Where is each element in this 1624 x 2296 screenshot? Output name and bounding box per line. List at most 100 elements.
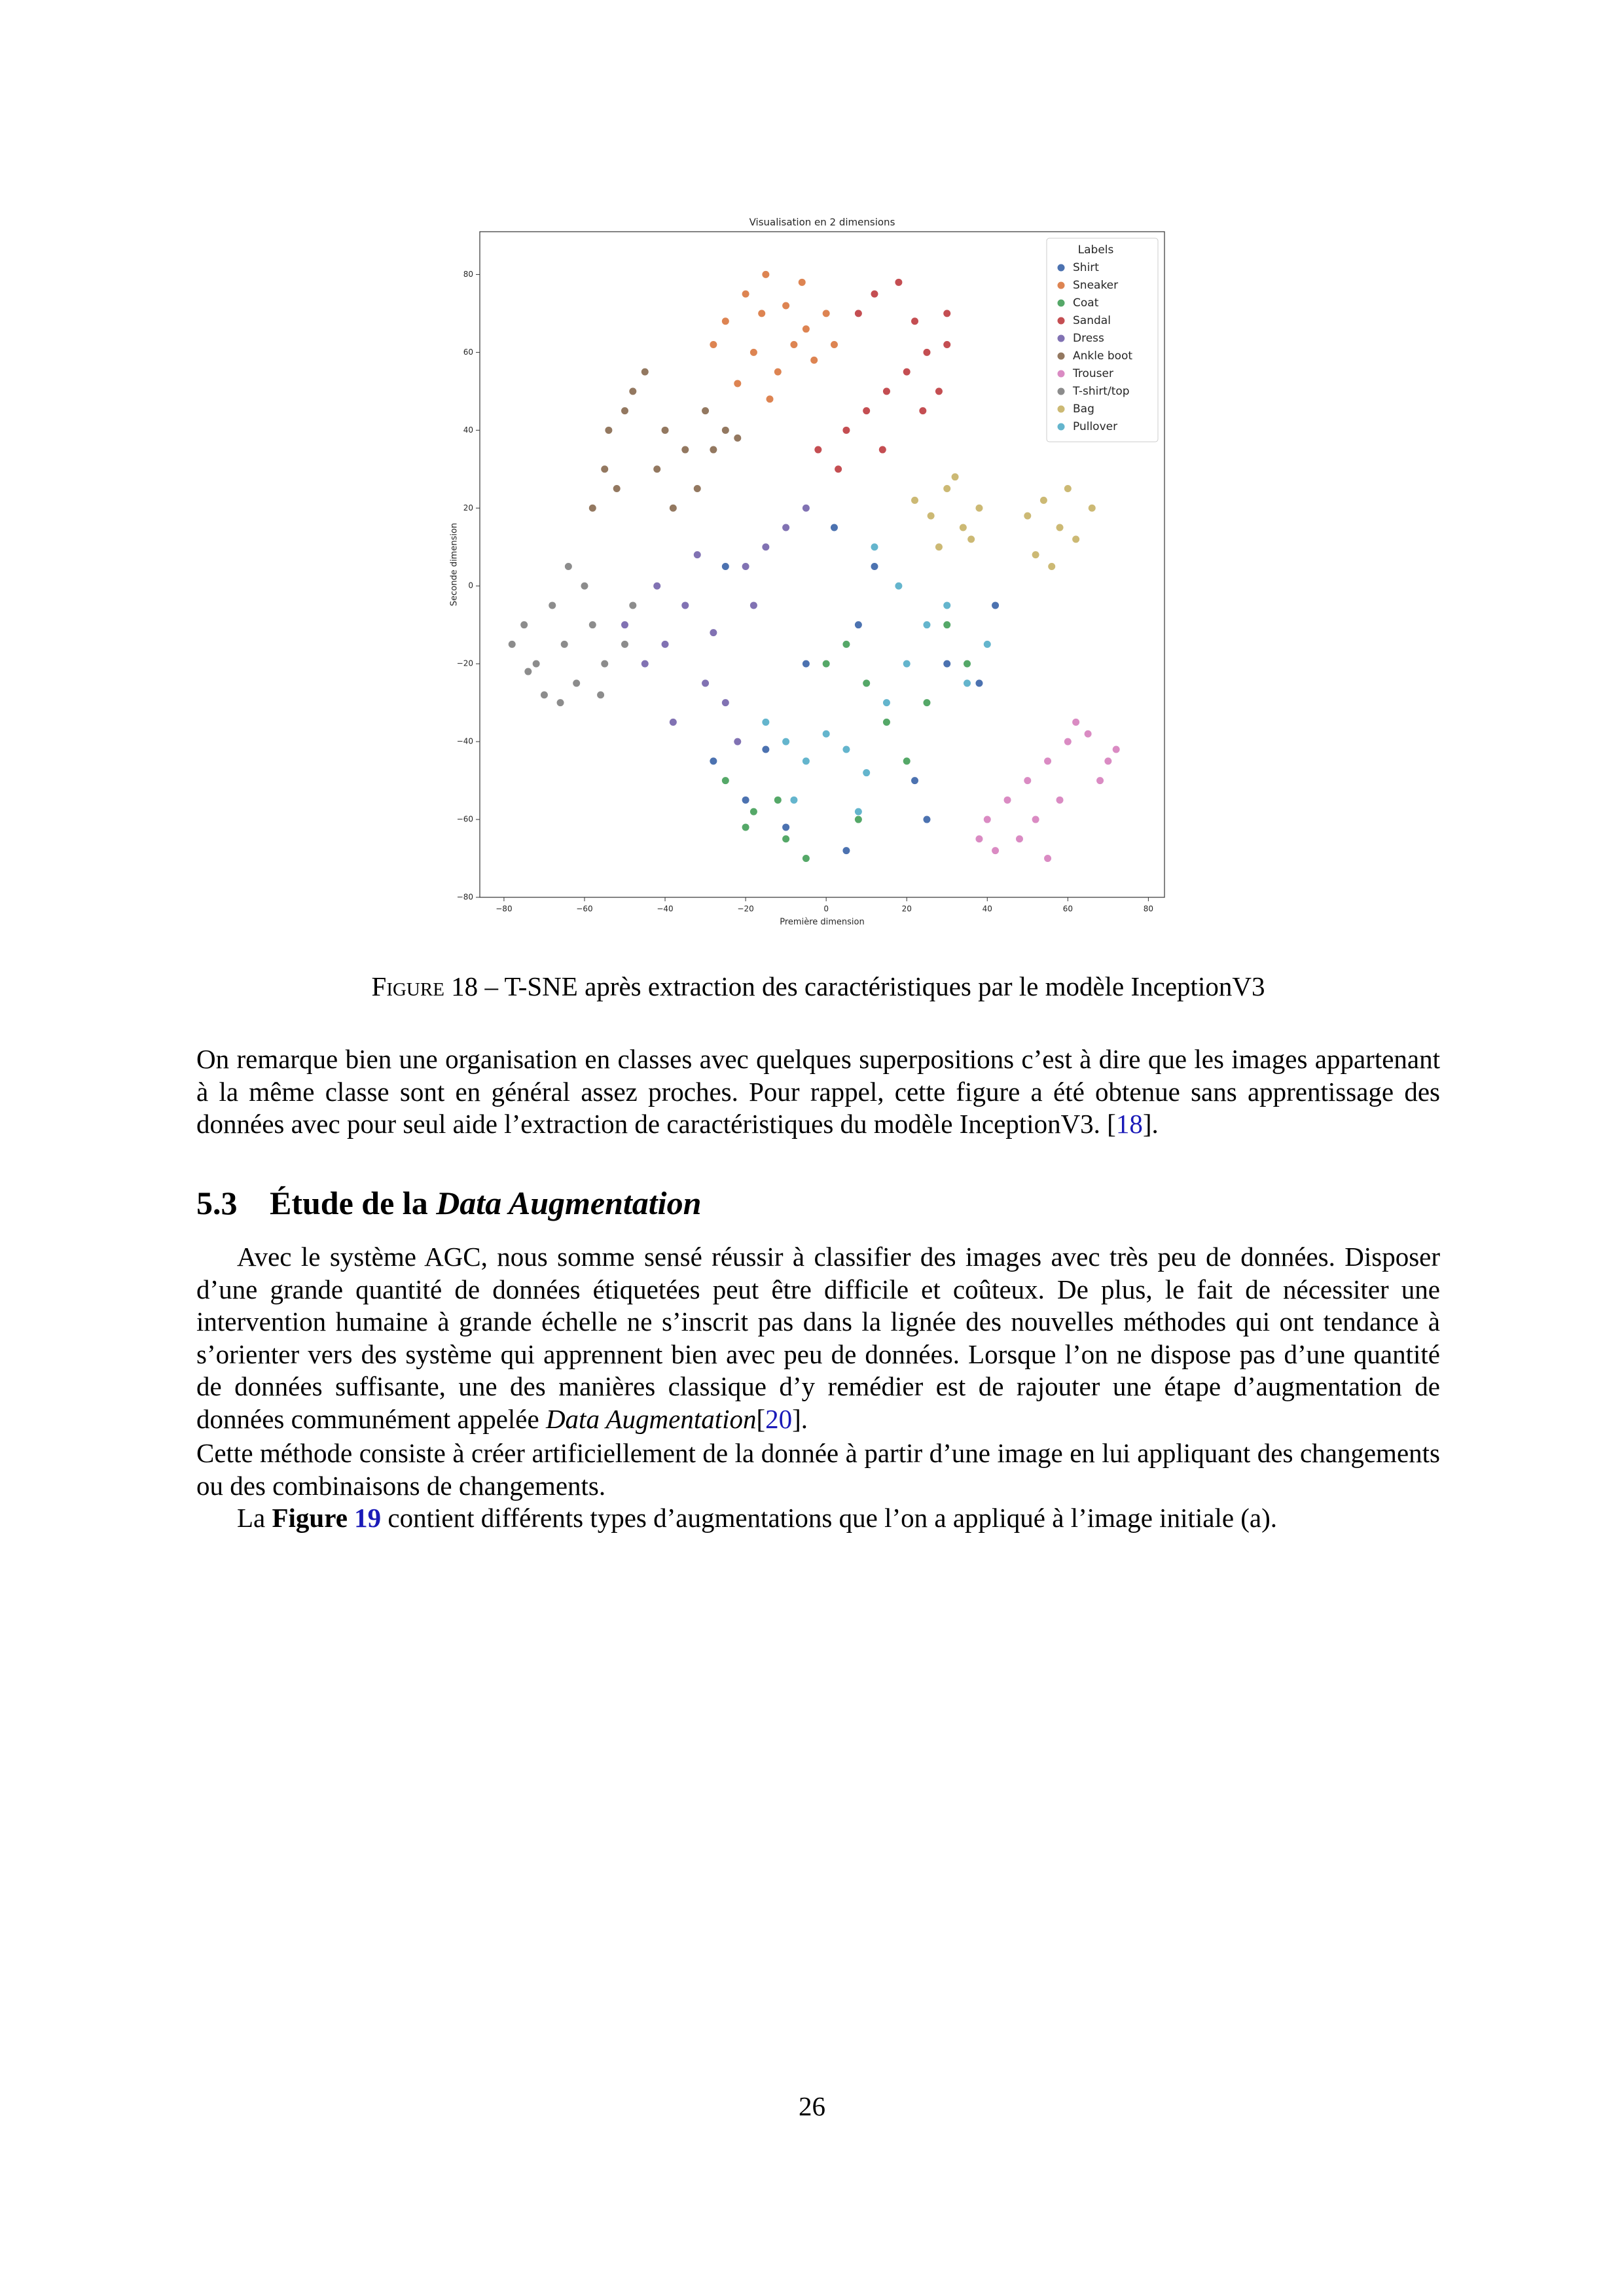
point (1072, 717, 1081, 726)
point (1104, 757, 1113, 766)
point (870, 562, 879, 571)
y-tick-label: −20 (457, 659, 473, 668)
point (507, 639, 516, 649)
point (621, 406, 630, 416)
point (1111, 745, 1121, 754)
point (741, 562, 750, 571)
point (834, 465, 843, 474)
point (681, 601, 690, 610)
point (560, 639, 569, 649)
text: Cette méthode consiste à créer artificie… (196, 1438, 1440, 1501)
point (773, 367, 782, 376)
paragraph: Cette méthode consiste à créer artificie… (196, 1437, 1440, 1502)
point (894, 581, 903, 590)
point (628, 387, 638, 396)
point (810, 355, 819, 365)
point (580, 581, 589, 590)
point (660, 639, 670, 649)
point (600, 465, 609, 474)
section-heading: 5.3 Étude de la Data Augmentation (196, 1183, 1440, 1223)
point (842, 639, 851, 649)
point (943, 309, 952, 318)
point (1023, 776, 1032, 785)
point (854, 807, 863, 816)
caption-label: Figure 18 (371, 971, 478, 1001)
legend-label: Trouser (1072, 367, 1113, 380)
point (983, 639, 992, 649)
point (882, 698, 891, 708)
point (741, 795, 750, 804)
legend-marker (1056, 369, 1066, 378)
section-title: Étude de la (270, 1185, 437, 1221)
point (911, 776, 920, 785)
legend-marker (1056, 351, 1066, 361)
point (1096, 776, 1105, 785)
point (749, 348, 758, 357)
point (801, 503, 810, 512)
legend-label: Sneaker (1073, 279, 1118, 292)
point (829, 340, 839, 349)
text: Avec le système AGC, nous somme sensé ré… (196, 1242, 1440, 1434)
point (761, 717, 770, 726)
citation[interactable]: 18 (1115, 1109, 1143, 1139)
point (741, 289, 750, 298)
legend-marker (1056, 387, 1066, 396)
point (854, 309, 863, 318)
point (842, 846, 851, 855)
figure-ref[interactable]: 19 (354, 1503, 382, 1533)
x-tick-label: 60 (1063, 905, 1073, 914)
page-number: 26 (799, 2091, 825, 2121)
point (814, 445, 823, 454)
point (572, 679, 581, 688)
point (621, 639, 630, 649)
point (870, 543, 879, 552)
term: Data Augmentation (545, 1403, 757, 1434)
citation[interactable]: 20 (765, 1403, 793, 1434)
legend-marker (1056, 298, 1066, 308)
text (348, 1503, 354, 1533)
point (709, 445, 718, 454)
point (693, 550, 702, 560)
point (943, 659, 952, 668)
x-tick-label: −20 (737, 905, 753, 914)
text: contient différents types d’augmentation… (381, 1503, 1278, 1533)
point (801, 854, 810, 863)
point (902, 757, 911, 766)
point (640, 659, 649, 668)
point (801, 757, 810, 766)
point (749, 601, 758, 610)
point (1015, 834, 1024, 844)
point (1023, 511, 1032, 520)
point (797, 278, 806, 287)
point (882, 387, 891, 396)
point (709, 628, 718, 637)
point (862, 406, 871, 416)
section-title-italic: Data Augmentation (436, 1185, 702, 1221)
legend-marker (1056, 404, 1066, 414)
point (548, 601, 557, 610)
point (681, 445, 690, 454)
point (922, 348, 931, 357)
point (701, 406, 710, 416)
point (588, 620, 597, 630)
legend-label: Shirt (1073, 261, 1099, 274)
paragraph: Avec le système AGC, nous somme sensé ré… (196, 1241, 1440, 1436)
point (1087, 503, 1096, 512)
point (556, 698, 565, 708)
point (1072, 535, 1081, 544)
point (1039, 495, 1048, 505)
point (782, 737, 791, 746)
point (842, 425, 851, 435)
point (604, 425, 613, 435)
point (660, 425, 670, 435)
point (532, 659, 541, 668)
y-tick-label: −80 (457, 893, 473, 902)
point (782, 823, 791, 832)
point (842, 745, 851, 754)
y-tick-label: −60 (457, 815, 473, 824)
point (709, 340, 718, 349)
point (733, 737, 742, 746)
section-number: 5.3 (196, 1185, 238, 1221)
point (761, 543, 770, 552)
